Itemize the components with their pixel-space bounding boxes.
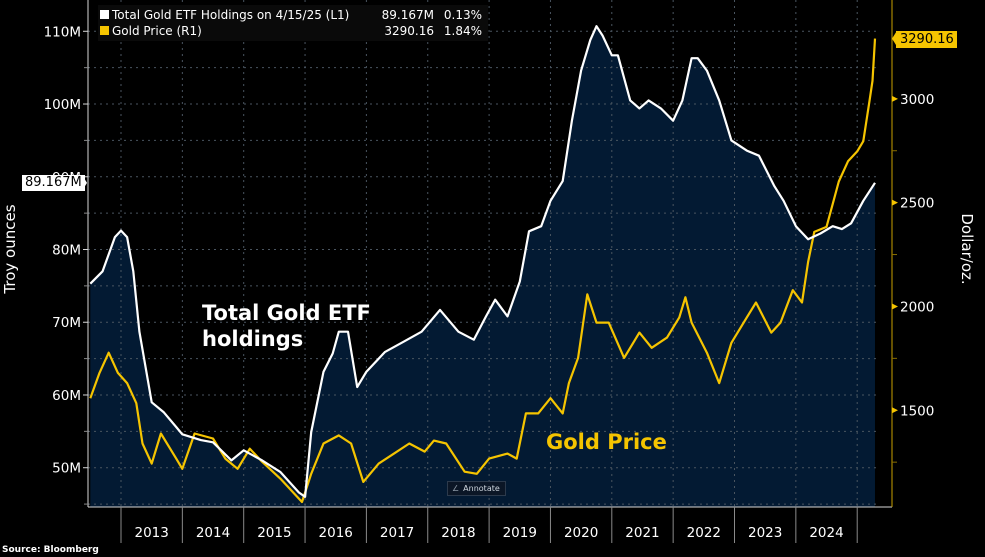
right-tick-label: 2500 [900,196,934,212]
x-axis-ticks: 2013 2014 2015 2016 2017 2018 2019 2020 2021 2022… [120,507,858,543]
left-tick-label: 80M [52,242,81,258]
left-tick-label: 100M [44,97,81,113]
last-value-tag-gold: 3290.16 [896,30,957,48]
legend-item-gold[interactable]: Gold Price (R1) 3290.16 1.84% [100,23,482,39]
right-tick-mark [892,199,898,206]
right-tick-mark [892,303,898,310]
legend-value: 3290.16 [384,24,434,38]
legend-label: Total Gold ETF Holdings on 4/15/25 (L1) [112,8,350,22]
legend-value: 89.167M [381,8,434,22]
right-tick-label: 3000 [900,92,934,108]
last-value-tag-etf: 89.167M [22,174,85,191]
right-tick-mark [892,407,898,414]
left-axis-ticks: 50M60M70M80M90M100M110M [44,24,88,505]
legend-swatch-gold [100,26,109,35]
source-label: Source: Bloomberg [2,545,99,555]
left-tick-label: 110M [44,24,81,40]
pencil-icon: ∠ [452,484,460,493]
etf-holdings-area [90,26,876,507]
x-tick-label: 2020 [564,525,598,541]
legend-label: Gold Price (R1) [112,24,202,38]
annotation-line-1: Total Gold ETF [202,301,371,325]
legend-item-etf[interactable]: Total Gold ETF Holdings on 4/15/25 (L1) … [100,7,482,23]
legend-change: 0.13% [443,8,482,22]
annotation-gold-price: Gold Price [546,430,667,454]
x-tick-label: 2024 [809,525,843,541]
x-tick-label: 2022 [687,525,721,541]
right-tick-label: 2000 [900,299,934,315]
x-tick-label: 2014 [196,525,230,541]
left-tick-label: 70M [52,315,81,331]
x-tick-label: 2013 [134,525,168,541]
legend-swatch-etf [100,10,109,19]
etf-holdings-line [89,25,876,498]
right-tick-mark [892,95,898,102]
x-tick-label: 2017 [380,525,414,541]
annotation-line-2: holdings [202,327,304,351]
tag-pointer-gold [892,30,897,47]
x-tick-label: 2018 [441,525,475,541]
right-axis-ticks: 1500 2000 2500 3000 [892,92,934,463]
x-tick-label: 2023 [748,525,782,541]
left-axis-label: Troy ounces [1,204,19,294]
x-tick-label: 2021 [625,525,659,541]
annotation-etf-holdings: Total Gold ETF holdings [202,300,371,352]
annotate-button[interactable]: ∠ Annotate [447,481,506,496]
left-tick-label: 50M [52,461,81,477]
right-tick-label: 1500 [900,403,934,419]
series-layer [88,0,877,507]
x-tick-label: 2016 [319,525,353,541]
x-tick-label: 2015 [257,525,291,541]
legend-change: 1.84% [443,24,482,38]
x-tick-label: 2019 [503,525,537,541]
chart-legend: Total Gold ETF Holdings on 4/15/25 (L1) … [98,5,488,41]
annotate-label: Annotate [463,484,500,493]
right-axis-label: Dollar/oz. [958,213,976,285]
gold-price-line [89,38,877,504]
grid-overlay [88,0,876,507]
left-tick-label: 60M [52,388,81,404]
